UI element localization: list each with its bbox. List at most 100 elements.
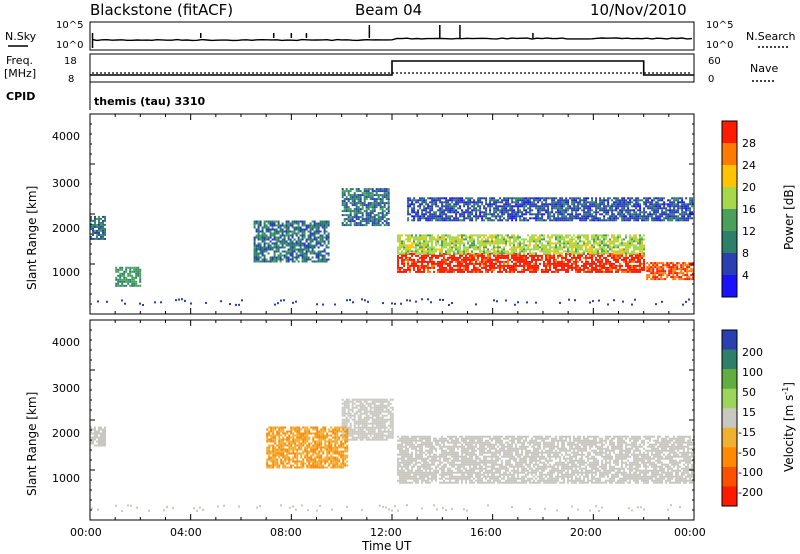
heatmap-cell	[559, 234, 561, 237]
heatmap-cell	[495, 260, 497, 263]
heatmap-cell	[523, 264, 525, 267]
heatmap-cell	[515, 219, 518, 222]
heatmap-cell	[263, 254, 266, 257]
heatmap-cell	[523, 238, 525, 241]
heatmap-cell	[273, 244, 276, 247]
heatmap-cell	[399, 252, 401, 255]
heatmap-cell	[299, 220, 302, 223]
heatmap-cell	[589, 301, 591, 304]
heatmap-cell	[479, 201, 482, 204]
heatmap-cell	[593, 203, 596, 206]
heatmap-cell	[293, 232, 296, 235]
heatmap-cell	[531, 266, 533, 269]
heatmap-cell	[635, 248, 637, 251]
heatmap-cell	[353, 192, 356, 195]
heatmap-cell	[595, 217, 598, 220]
heatmap-cell	[279, 258, 282, 261]
heatmap-cell	[657, 207, 660, 210]
heatmap-cell	[160, 301, 162, 304]
heatmap-cell	[311, 220, 314, 223]
heatmap-cell	[449, 256, 451, 259]
heatmap-cell	[319, 238, 322, 241]
heatmap-cell	[349, 212, 352, 215]
heatmap-cell	[557, 250, 559, 253]
heatmap-cell	[265, 238, 268, 241]
heatmap-cell	[497, 199, 500, 202]
heatmap-cell	[672, 270, 675, 273]
heatmap-cell	[407, 256, 409, 259]
heatmap-cell	[417, 209, 420, 212]
heatmap-cell	[323, 224, 326, 227]
heatmap-cell	[367, 194, 370, 197]
heatmap-cell	[529, 199, 532, 202]
heatmap-cell	[477, 205, 480, 208]
heatmap-cell	[507, 256, 509, 259]
heatmap-cell	[453, 252, 455, 255]
heatmap-cell	[453, 246, 455, 249]
heatmap-cell	[643, 260, 645, 263]
heatmap-cell	[447, 268, 449, 271]
heatmap-cell	[455, 240, 457, 243]
heatmap-cell	[429, 250, 431, 253]
heatmap-cell	[439, 447, 441, 450]
heatmap-cell	[425, 203, 428, 206]
heatmap-cell	[685, 205, 688, 208]
heatmap-cell	[543, 207, 546, 210]
heatmap-cell	[257, 224, 260, 227]
heatmap-cell	[615, 236, 617, 239]
heatmap-cell	[98, 223, 100, 226]
heatmap-cell	[417, 481, 419, 484]
heatmap-cell	[433, 475, 435, 478]
heatmap-cell	[561, 201, 564, 204]
heatmap-cell	[471, 234, 473, 237]
heatmap-cell	[323, 256, 326, 259]
heatmap-cell	[501, 234, 503, 237]
heatmap-cell	[629, 215, 632, 218]
heatmap-cell	[551, 197, 554, 200]
heatmap-cell	[467, 217, 470, 220]
heatmap-cell	[409, 240, 411, 243]
heatmap-cell	[533, 236, 535, 239]
heatmap-cell	[613, 217, 616, 220]
heatmap-cell	[361, 206, 364, 209]
heatmap-cell	[513, 234, 515, 237]
heatmap-cell	[501, 211, 504, 214]
heatmap-cell	[90, 227, 92, 230]
heatmap-cell	[98, 231, 100, 234]
heatmap-cell	[359, 212, 362, 215]
heatmap-cell	[427, 244, 429, 247]
heatmap-cell	[517, 256, 519, 259]
heatmap-cell	[627, 256, 629, 259]
heatmap-cell	[441, 240, 443, 243]
heatmap-cell	[307, 250, 310, 253]
heatmap-cell	[441, 250, 443, 253]
heatmap-cell	[607, 197, 610, 200]
heatmap-cell	[655, 217, 658, 220]
heatmap-cell	[257, 242, 260, 245]
heatmap-cell	[399, 453, 401, 456]
heatmap-cell	[499, 256, 501, 259]
heatmap-cell	[125, 270, 128, 273]
heatmap-cell	[297, 224, 300, 227]
heatmap-cell	[397, 469, 399, 472]
heatmap-cell	[682, 278, 685, 281]
heatmap-cell	[433, 453, 435, 456]
heatmap-cell	[431, 264, 433, 267]
heatmap-cell	[447, 256, 449, 259]
heatmap-cell	[483, 260, 485, 263]
heatmap-cell	[373, 198, 376, 201]
heatmap-cell	[557, 203, 560, 206]
heatmap-cell	[429, 447, 431, 450]
heatmap-cell	[523, 219, 526, 222]
heatmap-cell	[431, 477, 433, 480]
heatmap-cell	[629, 238, 631, 241]
heatmap-cell	[579, 207, 582, 210]
heatmap-cell	[551, 262, 553, 265]
heatmap-cell	[369, 204, 372, 207]
heatmap-cell	[369, 196, 372, 199]
heatmap-cell	[277, 258, 280, 261]
heatmap-cell	[443, 258, 445, 261]
heatmap-cell	[660, 276, 663, 279]
heatmap-cell	[607, 254, 609, 257]
heatmap-cell	[303, 254, 306, 257]
